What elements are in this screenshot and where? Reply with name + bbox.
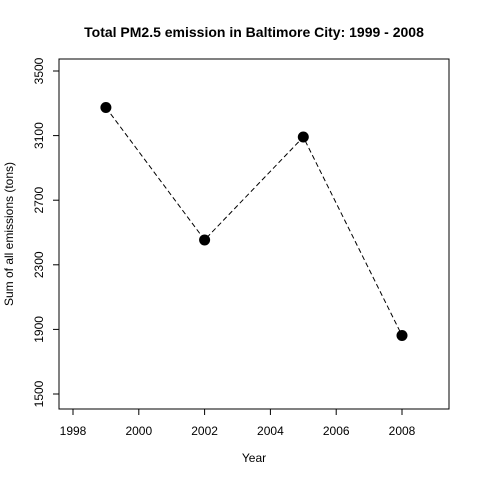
- chart-title: Total PM2.5 emission in Baltimore City: …: [84, 24, 424, 40]
- data-point-2005: [297, 131, 309, 143]
- x-tick-label-2006: 2006: [323, 424, 350, 438]
- data-points: [100, 101, 408, 341]
- y-tick-label-3500: 3500: [32, 57, 46, 84]
- y-tick-label-1900: 1900: [32, 316, 46, 343]
- series-line: [105, 107, 403, 336]
- x-tick-label-1998: 1998: [60, 424, 87, 438]
- y-tick-label-2300: 2300: [32, 251, 46, 278]
- x-tick-label-2008: 2008: [389, 424, 416, 438]
- x-tick-label-2000: 2000: [125, 424, 152, 438]
- plot-frame: [58, 58, 450, 410]
- x-tick-label-2004: 2004: [257, 424, 284, 438]
- y-tick-label-3100: 3100: [32, 122, 46, 149]
- y-axis: 1500 1900 2300 2700 3100 3500: [32, 57, 60, 407]
- y-tick-label-1500: 1500: [32, 380, 46, 407]
- x-tick-label-2002: 2002: [191, 424, 218, 438]
- x-axis: 1998 2000 2002 2004 2006 2008: [60, 408, 416, 438]
- y-tick-label-2700: 2700: [32, 187, 46, 214]
- x-axis-label: Year: [242, 451, 266, 465]
- data-point-2008: [396, 329, 408, 341]
- y-axis-label: Sum of all emissions (tons): [2, 162, 16, 306]
- data-point-1999: [100, 101, 112, 113]
- data-point-2002: [199, 234, 211, 246]
